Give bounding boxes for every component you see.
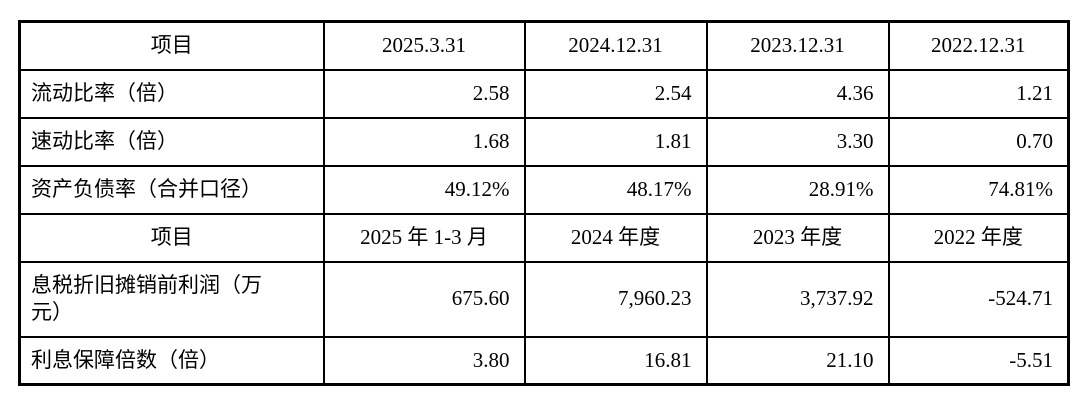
row-label-line-2: 元）	[31, 300, 73, 324]
cell-value: 3.30	[705, 116, 890, 167]
cell-value: 1.21	[887, 68, 1070, 119]
row-label: 流动比率（倍）	[18, 68, 325, 119]
column-header-item: 项目	[18, 212, 325, 263]
cell-value: 0.70	[887, 116, 1070, 167]
column-header-2023-12-31: 2023.12.31	[705, 20, 890, 71]
cell-value: 3.80	[322, 335, 526, 386]
cell-value: 49.12%	[322, 164, 526, 215]
cell-value: 3,737.92	[705, 260, 890, 338]
table-row-quick-ratio: 速动比率（倍） 1.68 1.81 3.30 0.70	[18, 116, 1070, 167]
table-row-ebitda: 息税折旧摊销前利润（万 元） 675.60 7,960.23 3,737.92 …	[18, 260, 1070, 338]
cell-value: 2.58	[322, 68, 526, 119]
cell-value: 2.54	[523, 68, 708, 119]
cell-value: 1.81	[523, 116, 708, 167]
column-header-item: 项目	[18, 20, 325, 71]
cell-value: 675.60	[322, 260, 526, 338]
cell-value: 28.91%	[705, 164, 890, 215]
table-row-interest-coverage: 利息保障倍数（倍） 3.80 16.81 21.10 -5.51	[18, 335, 1070, 386]
cell-value: 74.81%	[887, 164, 1070, 215]
row-label: 速动比率（倍）	[18, 116, 325, 167]
row-label: 利息保障倍数（倍）	[18, 335, 325, 386]
column-header-2024-12-31: 2024.12.31	[523, 20, 708, 71]
row-label-line-1: 息税折旧摊销前利润（万	[31, 272, 262, 297]
table-row-current-ratio: 流动比率（倍） 2.58 2.54 4.36 1.21	[18, 68, 1070, 119]
column-header-2022-annual: 2022 年度	[887, 212, 1070, 263]
cell-value: -5.51	[887, 335, 1070, 386]
row-label: 息税折旧摊销前利润（万 元）	[18, 260, 325, 338]
column-header-2025-3-31: 2025.3.31	[322, 20, 526, 71]
table-row-debt-ratio: 资产负债率（合并口径） 49.12% 48.17% 28.91% 74.81%	[18, 164, 1070, 215]
column-header-2024-annual: 2024 年度	[523, 212, 708, 263]
cell-value: 16.81	[523, 335, 708, 386]
column-header-2025-q1: 2025 年 1-3 月	[322, 212, 526, 263]
row-label: 资产负债率（合并口径）	[18, 164, 325, 215]
cell-value: 4.36	[705, 68, 890, 119]
table-header-periods: 项目 2025 年 1-3 月 2024 年度 2023 年度 2022 年度	[18, 212, 1070, 263]
cell-value: 48.17%	[523, 164, 708, 215]
cell-value: 21.10	[705, 335, 890, 386]
column-header-2023-annual: 2023 年度	[705, 212, 890, 263]
cell-value: -524.71	[887, 260, 1070, 338]
cell-value: 1.68	[322, 116, 526, 167]
column-header-2022-12-31: 2022.12.31	[887, 20, 1070, 71]
financial-ratios-table: 项目 2025.3.31 2024.12.31 2023.12.31 2022.…	[18, 20, 1070, 386]
table-header-dates: 项目 2025.3.31 2024.12.31 2023.12.31 2022.…	[18, 20, 1070, 71]
cell-value: 7,960.23	[523, 260, 708, 338]
